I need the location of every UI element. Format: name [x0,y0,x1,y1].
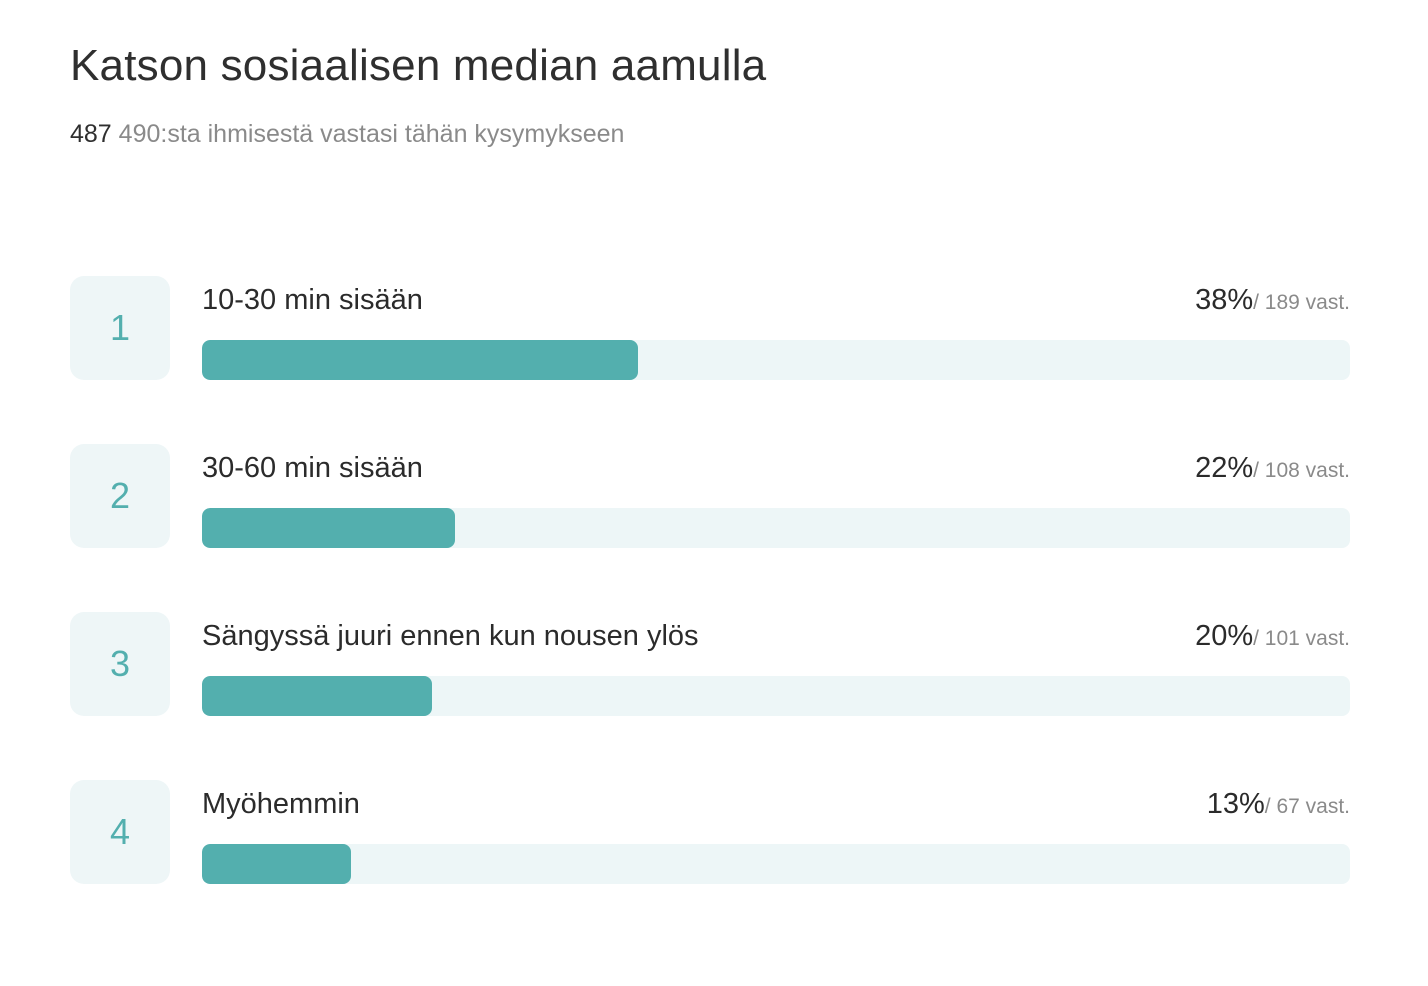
poll-title: Katson sosiaalisen median aamulla [70,41,767,90]
answer-responses: / 101 vast. [1253,627,1350,650]
answer-label: Sängyssä juuri ennen kun nousen ylös [202,620,699,652]
answered-count: 487 [70,119,112,148]
answer-number: 1 [70,276,170,380]
answer-percent: 22% [1195,452,1254,484]
answer-percent: 38% [1195,284,1254,316]
answer-number: 2 [70,444,170,548]
answer-label: 30-60 min sisään [202,452,423,484]
answer-responses: / 108 vast. [1253,459,1350,482]
answer-row: 4 Myöhemmin 13%/ 67 vast. [70,780,1352,884]
bar-track [202,508,1350,548]
respondent-summary: 487 490:sta ihmisestä vastasi tähän kysy… [70,119,1352,149]
answer-list: 1 10-30 min sisään 38%/ 189 vast. 2 30-6… [70,276,1352,948]
answer-responses: / 67 vast. [1264,795,1350,818]
answer-row: 1 10-30 min sisään 38%/ 189 vast. [70,276,1352,380]
poll-result-card: Katson sosiaalisen median aamulla 487 49… [70,40,1352,884]
answer-label: 10-30 min sisään [202,284,423,316]
answer-stat: 22%/ 108 vast. [1195,452,1350,485]
bar-fill [202,340,639,380]
answer-number: 4 [70,780,170,884]
answer-row: 2 30-60 min sisään 22%/ 108 vast. [70,444,1352,548]
answer-percent: 20% [1195,620,1254,652]
bar-fill [202,508,455,548]
answer-row: 3 Sängyssä juuri ennen kun nousen ylös 2… [70,612,1352,716]
answer-stat: 38%/ 189 vast. [1195,284,1350,317]
answer-stat: 20%/ 101 vast. [1195,620,1350,653]
bar-track [202,844,1350,884]
answer-responses: / 189 vast. [1253,291,1350,314]
answer-stat: 13%/ 67 vast. [1207,788,1350,821]
answer-percent: 13% [1206,788,1265,820]
answer-number: 3 [70,612,170,716]
respondent-summary-text: 490:sta ihmisestä vastasi tähän kysymyks… [111,119,625,148]
bar-fill [202,676,432,716]
answer-label: Myöhemmin [202,788,360,820]
bar-track [202,676,1350,716]
bar-track [202,340,1350,380]
bar-fill [202,844,352,884]
